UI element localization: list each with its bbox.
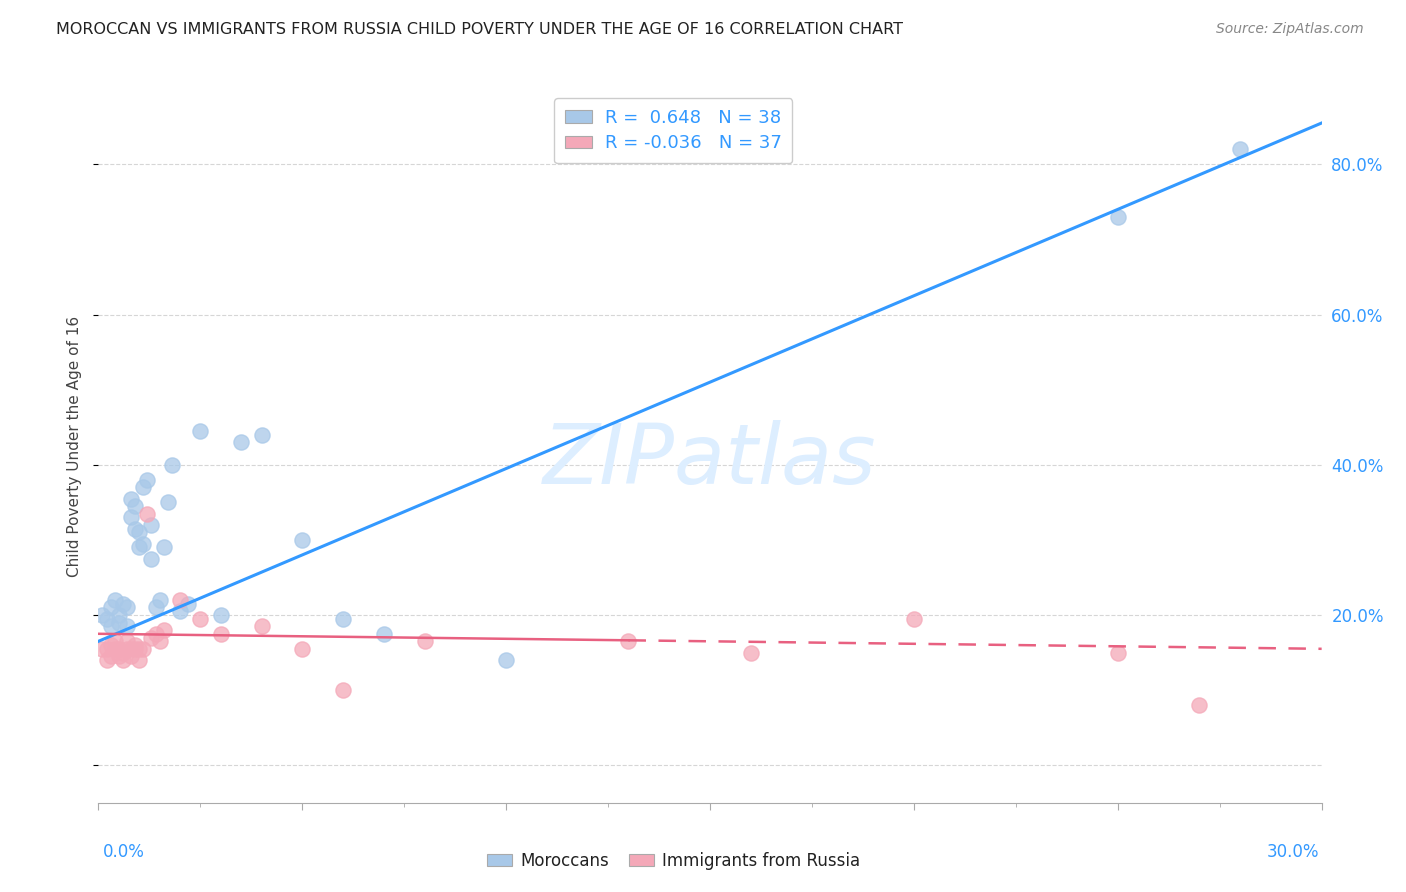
Point	[120, 641, 142, 656]
Point	[128, 653, 150, 667]
Point	[128, 641, 150, 656]
Y-axis label: Child Poverty Under the Age of 16: Child Poverty Under the Age of 16	[67, 316, 83, 576]
Point	[128, 541, 150, 555]
Point	[115, 600, 138, 615]
Point	[111, 653, 134, 667]
Point	[740, 646, 762, 660]
Point	[141, 631, 163, 645]
Point	[1188, 698, 1211, 713]
Point	[250, 427, 273, 442]
Text: MOROCCAN VS IMMIGRANTS FROM RUSSIA CHILD POVERTY UNDER THE AGE OF 16 CORRELATION: MOROCCAN VS IMMIGRANTS FROM RUSSIA CHILD…	[56, 22, 903, 37]
Point	[209, 607, 232, 622]
Point	[100, 649, 122, 664]
Point	[128, 525, 150, 540]
Point	[141, 551, 163, 566]
Point	[120, 649, 142, 664]
Point	[111, 597, 134, 611]
Point	[169, 593, 191, 607]
Point	[120, 491, 142, 506]
Point	[149, 634, 172, 648]
Point	[108, 607, 131, 622]
Point	[124, 522, 146, 536]
Text: 30.0%: 30.0%	[1267, 843, 1319, 861]
Point	[108, 641, 131, 656]
Point	[617, 634, 640, 648]
Point	[1107, 210, 1129, 224]
Point	[124, 638, 146, 652]
Point	[373, 627, 395, 641]
Point	[188, 424, 212, 438]
Point	[1107, 646, 1129, 660]
Legend: Moroccans, Immigrants from Russia: Moroccans, Immigrants from Russia	[479, 846, 866, 877]
Point	[120, 510, 142, 524]
Point	[903, 612, 925, 626]
Point	[188, 612, 212, 626]
Point	[104, 593, 127, 607]
Point	[132, 641, 155, 656]
Text: 0.0%: 0.0%	[103, 843, 145, 861]
Point	[100, 600, 122, 615]
Point	[132, 480, 155, 494]
Point	[156, 495, 179, 509]
Point	[413, 634, 436, 648]
Point	[100, 638, 122, 652]
Point	[104, 634, 127, 648]
Point	[149, 593, 172, 607]
Point	[115, 634, 138, 648]
Point	[100, 619, 122, 633]
Text: Source: ZipAtlas.com: Source: ZipAtlas.com	[1216, 22, 1364, 37]
Point	[291, 641, 314, 656]
Point	[231, 435, 253, 450]
Point	[169, 604, 191, 618]
Point	[177, 597, 200, 611]
Point	[141, 517, 163, 532]
Point	[332, 612, 354, 626]
Point	[495, 653, 517, 667]
Point	[1229, 142, 1251, 156]
Point	[136, 507, 159, 521]
Point	[115, 619, 138, 633]
Point	[91, 607, 114, 622]
Point	[145, 600, 167, 615]
Point	[250, 619, 273, 633]
Point	[111, 646, 134, 660]
Point	[136, 473, 159, 487]
Point	[291, 533, 314, 547]
Point	[152, 623, 174, 637]
Point	[96, 653, 118, 667]
Point	[209, 627, 232, 641]
Text: ZIPatlas: ZIPatlas	[543, 420, 877, 500]
Point	[115, 641, 138, 656]
Point	[124, 641, 146, 656]
Point	[124, 499, 146, 513]
Point	[96, 641, 118, 656]
Point	[96, 612, 118, 626]
Point	[104, 641, 127, 656]
Point	[108, 649, 131, 664]
Point	[145, 627, 167, 641]
Point	[160, 458, 183, 472]
Point	[132, 536, 155, 550]
Point	[108, 615, 131, 630]
Point	[332, 683, 354, 698]
Point	[152, 541, 174, 555]
Point	[91, 641, 114, 656]
